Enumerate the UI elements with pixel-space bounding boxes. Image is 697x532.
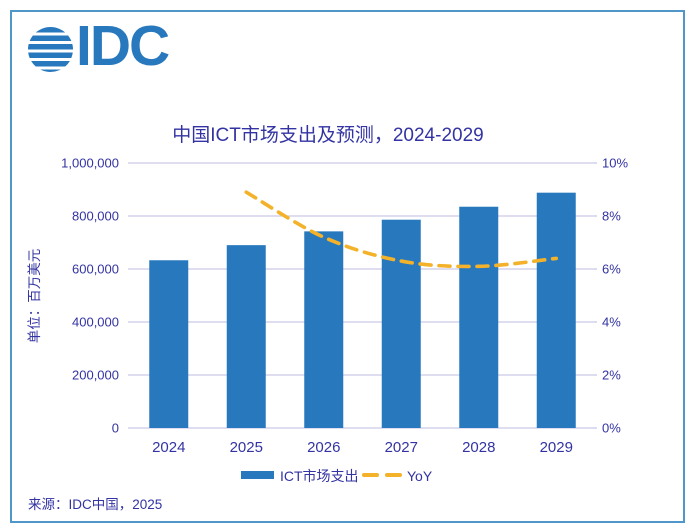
legend-line-label: YoY xyxy=(407,468,433,484)
x-axis-label: 2027 xyxy=(385,439,418,456)
bar-2028 xyxy=(459,206,499,428)
left-axis-tick-label: 200,000 xyxy=(72,368,119,383)
legend-bar-swatch xyxy=(241,471,274,479)
bar-2027 xyxy=(381,219,421,428)
right-axis-tick-label: 6% xyxy=(602,262,621,277)
right-axis-tick-label: 8% xyxy=(602,209,621,224)
x-axis-label: 2029 xyxy=(540,439,573,456)
legend-bar-label: ICT市场支出 xyxy=(280,468,359,484)
chart-title: 中国ICT市场支出及预测，2024-2029 xyxy=(172,125,484,146)
bar-2029 xyxy=(536,192,576,428)
idc-globe-icon xyxy=(28,26,73,72)
x-axis-label: 2028 xyxy=(462,439,495,456)
left-axis-tick-label: 0 xyxy=(112,421,119,436)
left-axis-tick-label: 800,000 xyxy=(72,209,119,224)
bar-2025 xyxy=(226,245,266,428)
x-axis-label: 2025 xyxy=(230,439,263,456)
yoy-line xyxy=(244,190,559,269)
x-axis-label: 2024 xyxy=(152,439,185,456)
left-axis-tick-label: 600,000 xyxy=(72,262,119,277)
x-axis-label: 2026 xyxy=(307,439,340,456)
right-axis-tick-label: 4% xyxy=(602,315,621,330)
source-note: 来源：IDC中国，2025 xyxy=(28,497,163,512)
idc-logo: IDC xyxy=(28,14,170,78)
left-axis-title: 单位：百万美元 xyxy=(27,249,42,344)
bar-2024 xyxy=(149,260,189,428)
bar-2026 xyxy=(304,231,344,428)
idc-logo-text: IDC xyxy=(76,14,170,78)
left-axis-tick-label: 400,000 xyxy=(72,315,119,330)
right-axis-tick-label: 0% xyxy=(602,421,621,436)
right-axis-tick-label: 10% xyxy=(602,156,628,171)
right-axis-tick-label: 2% xyxy=(602,368,621,383)
left-axis-tick-label: 1,000,000 xyxy=(61,156,119,171)
